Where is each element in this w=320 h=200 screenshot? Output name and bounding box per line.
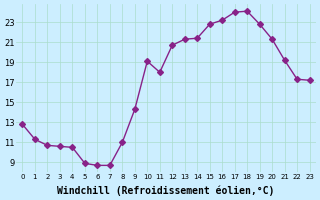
X-axis label: Windchill (Refroidissement éolien,°C): Windchill (Refroidissement éolien,°C) xyxy=(57,185,275,196)
